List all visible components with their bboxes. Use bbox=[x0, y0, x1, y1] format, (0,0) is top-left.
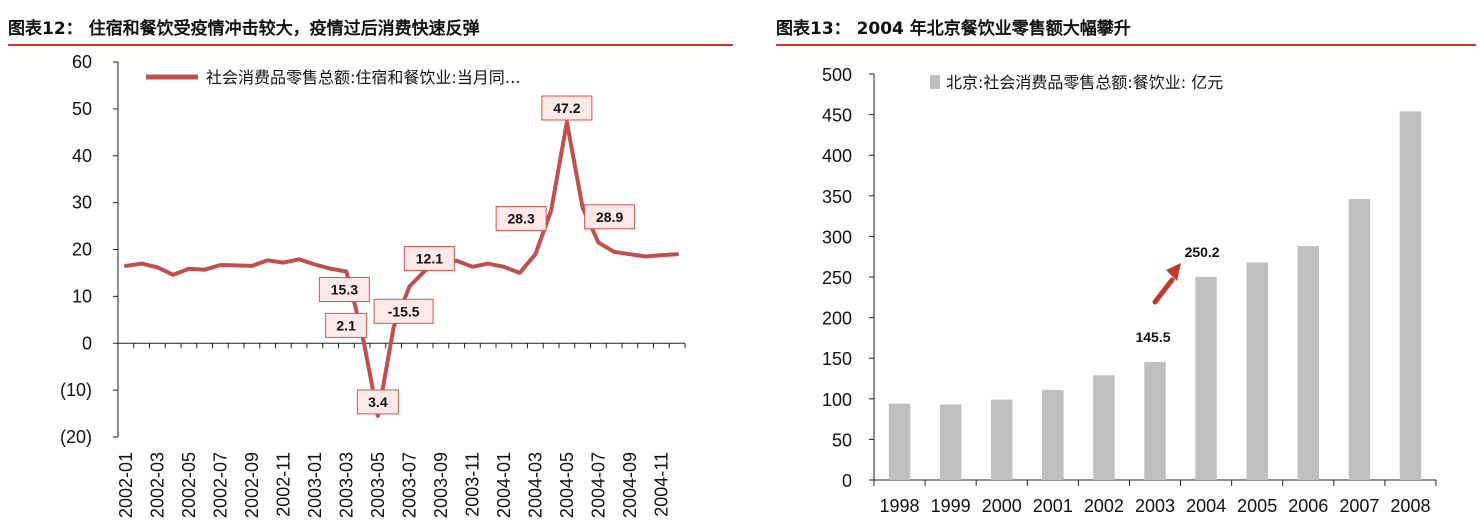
x-tick-label: 2003-03 bbox=[336, 452, 356, 518]
legend-label: 社会消费品零售总额:住宿和餐饮业:当月同… bbox=[206, 68, 521, 87]
y-tick-label: 40 bbox=[72, 146, 92, 166]
y-tick-label: 50 bbox=[72, 99, 92, 119]
right-chart-title: 图表13： 2004 年北京餐饮业零售额大幅攀升 bbox=[776, 19, 1131, 39]
bar-2005 bbox=[1246, 262, 1268, 480]
y-tick-label: 350 bbox=[822, 187, 852, 207]
y-tick-label: 500 bbox=[822, 65, 852, 85]
x-tick-label: 2003-05 bbox=[368, 452, 388, 518]
y-tick-label: 60 bbox=[72, 52, 92, 72]
right-chart-panel: 图表13： 2004 年北京餐饮业零售额大幅攀升 500 450 400 350 300… bbox=[770, 0, 1480, 529]
x-tick-label: 2005 bbox=[1237, 496, 1277, 516]
left-chart-title: 图表12： 住宿和餐饮受疫情冲击较大，疫情过后消费快速反弹 bbox=[8, 19, 480, 39]
data-label: 12.1 bbox=[416, 251, 443, 267]
data-label-box bbox=[541, 95, 593, 121]
data-label-box bbox=[373, 298, 434, 324]
x-tick-label: 2002-11 bbox=[273, 452, 293, 517]
arrow-head-icon bbox=[1166, 263, 1181, 281]
x-tick-label: 2002-07 bbox=[210, 452, 230, 518]
bar-2003 bbox=[1144, 361, 1166, 480]
data-label-box bbox=[325, 312, 368, 338]
data-label: 28.3 bbox=[508, 211, 535, 227]
y-tick-label: 200 bbox=[822, 309, 852, 329]
y-tick-label: 300 bbox=[822, 227, 852, 247]
data-label: 47.2 bbox=[553, 100, 580, 116]
x-tick-label: 2004 bbox=[1186, 496, 1226, 516]
data-label: 250.2 bbox=[1185, 244, 1220, 260]
data-label: -15.5 bbox=[388, 303, 420, 319]
data-label: 28.9 bbox=[596, 209, 623, 225]
y-tick-label: 450 bbox=[822, 106, 852, 126]
x-tick-label: 2004-09 bbox=[620, 452, 640, 518]
y-tick-label: (20) bbox=[60, 427, 92, 447]
y-tick-label: 0 bbox=[82, 333, 92, 353]
y-tick-label: 250 bbox=[822, 268, 852, 288]
y-tick-label: 10 bbox=[72, 286, 92, 306]
x-tick-label: 2002-05 bbox=[179, 452, 199, 518]
data-label: 145.5 bbox=[1135, 329, 1170, 345]
legend-swatch bbox=[930, 75, 940, 89]
legend-label: 北京:社会消费品零售总额:餐饮业: 亿元 bbox=[946, 73, 1223, 92]
x-tick-label: 1999 bbox=[931, 496, 971, 516]
x-tick-label: 2003-01 bbox=[305, 452, 325, 518]
data-label-box bbox=[584, 204, 636, 230]
data-label: 3.4 bbox=[368, 394, 388, 410]
bar-2004 bbox=[1195, 276, 1217, 480]
x-tick-label: 2003 bbox=[1135, 496, 1175, 516]
y-tick-label: 50 bbox=[832, 430, 852, 450]
x-tick-label: 2000 bbox=[982, 496, 1022, 516]
bar-2002 bbox=[1093, 375, 1115, 480]
series-line bbox=[123, 120, 680, 418]
x-tick-label: 2003-09 bbox=[431, 452, 451, 518]
y-tick-label: 0 bbox=[842, 471, 852, 491]
x-tick-label: 2004-05 bbox=[557, 452, 577, 518]
x-tick-label: 2006 bbox=[1288, 496, 1328, 516]
data-label: 2.1 bbox=[336, 317, 356, 333]
line-chart: 60 50 40 30 20 10 0 (10) (20) 2002-01 2002-03 2002-… bbox=[60, 52, 686, 518]
x-tick-label: 2002-09 bbox=[242, 452, 262, 518]
x-tick-label: 2002-01 bbox=[116, 452, 136, 518]
x-tick-label: 2004-03 bbox=[525, 452, 545, 518]
data-label-box bbox=[356, 389, 399, 415]
y-tick-label: 400 bbox=[822, 146, 852, 166]
data-label-box bbox=[318, 277, 370, 303]
y-tick-label: 100 bbox=[822, 390, 852, 410]
right-title-rule bbox=[776, 44, 1476, 46]
arrow-shaft bbox=[1152, 277, 1175, 305]
x-tick-label: 2004-07 bbox=[588, 452, 608, 518]
bar-2001 bbox=[1042, 389, 1064, 480]
bar-1998 bbox=[888, 403, 911, 480]
bar-2006 bbox=[1297, 246, 1320, 480]
data-label-box bbox=[495, 206, 547, 232]
y-tick-label: 150 bbox=[822, 349, 852, 369]
x-tick-label: 2007 bbox=[1339, 496, 1379, 516]
bar-2008 bbox=[1399, 111, 1422, 481]
data-label-box bbox=[403, 246, 455, 272]
data-label: 15.3 bbox=[331, 282, 358, 298]
x-tick-label: 1998 bbox=[880, 496, 920, 516]
bar-1999 bbox=[939, 404, 962, 480]
x-tick-label: 2008 bbox=[1390, 496, 1430, 516]
y-tick-label: 20 bbox=[72, 240, 92, 260]
left-chart-panel: 图表12： 住宿和餐饮受疫情冲击较大，疫情过后消费快速反弹 60 50 40 30 20… bbox=[0, 0, 735, 529]
bar-2007 bbox=[1348, 199, 1371, 480]
x-tick-label: 2004-11 bbox=[651, 452, 671, 517]
x-tick-label: 2004-01 bbox=[494, 452, 514, 518]
x-tick-label: 2003-11 bbox=[462, 452, 482, 517]
x-tick-label: 2002 bbox=[1084, 496, 1124, 516]
x-tick-label: 2002-03 bbox=[147, 452, 167, 518]
left-title-rule bbox=[8, 44, 733, 46]
x-tick-label: 2003-07 bbox=[399, 452, 419, 518]
x-tick-label: 2001 bbox=[1033, 496, 1073, 516]
bar-2000 bbox=[990, 399, 1013, 480]
y-tick-label: 30 bbox=[72, 193, 92, 213]
y-tick-label: (10) bbox=[60, 380, 92, 400]
